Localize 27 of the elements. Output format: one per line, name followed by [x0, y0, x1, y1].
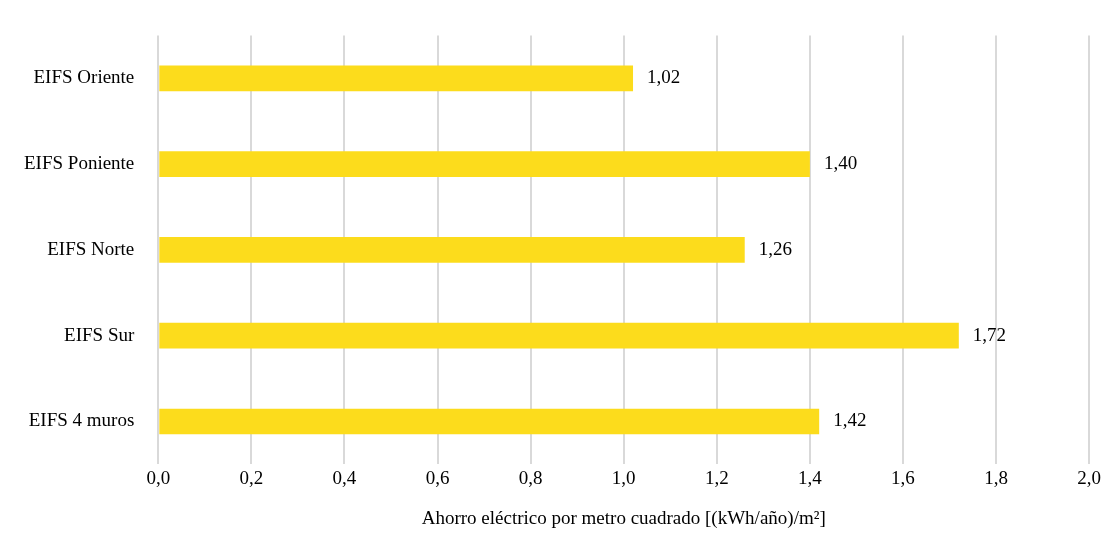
x-tick-label: 1,6: [891, 466, 915, 488]
x-tick-label: 1,8: [984, 466, 1008, 488]
x-tick-label: 2,0: [1077, 466, 1101, 488]
bar: [159, 322, 959, 349]
bar: [159, 151, 810, 177]
x-tick-label: 1,4: [798, 466, 823, 488]
x-tick-label: 0,6: [425, 466, 450, 488]
x-tick-label: 0,4: [332, 466, 357, 488]
data-label: 1,26: [758, 237, 792, 259]
x-axis-title: Ahorro eléctrico por metro cuadrado [(kWh/año)/m²]: [421, 506, 826, 529]
y-tick-label: EIFS Poniente: [24, 152, 135, 174]
y-tick-label: EIFS Sur: [64, 323, 135, 345]
data-label: 1,02: [647, 66, 681, 88]
data-label: 1,72: [972, 323, 1007, 345]
x-tick-label: 0,8: [518, 466, 543, 488]
x-tick-label: 1,0: [611, 466, 636, 488]
bar: [159, 408, 820, 435]
bar: [159, 65, 634, 92]
bar: [159, 237, 745, 263]
y-tick-label: EIFS Oriente: [33, 66, 135, 88]
data-label: 1,40: [823, 152, 858, 174]
data-label: 1,42: [833, 409, 867, 431]
x-tick-label: 0,2: [239, 466, 264, 488]
y-tick-label: EIFS Norte: [47, 237, 135, 259]
y-tick-label: EIFS 4 muros: [28, 409, 135, 431]
x-tick-label: 1,2: [704, 466, 729, 488]
x-tick-label: 0,0: [146, 466, 171, 488]
